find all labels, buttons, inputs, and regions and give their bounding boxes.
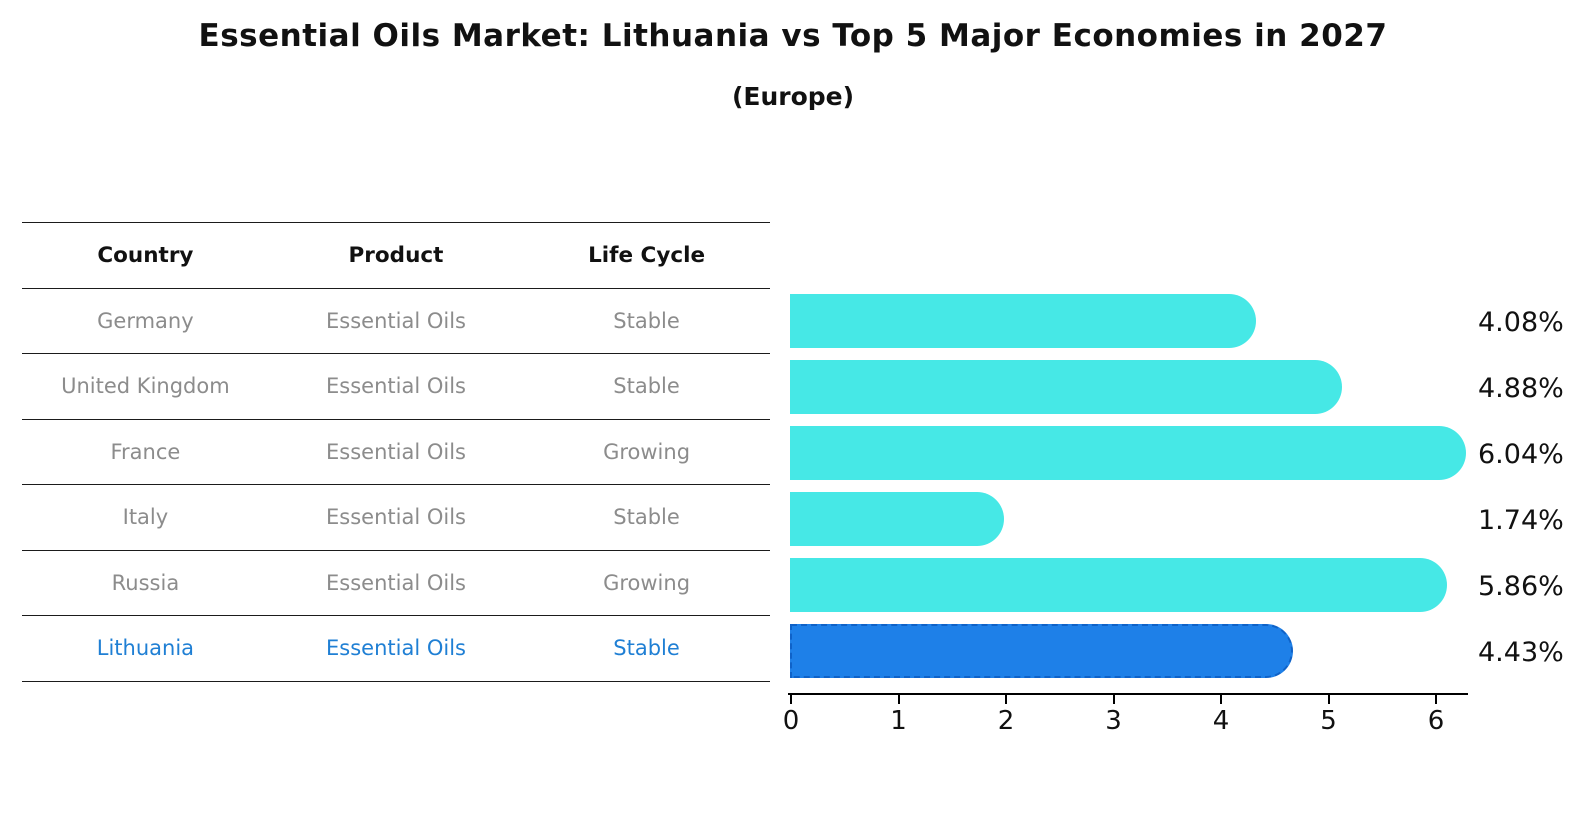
cell-country: France bbox=[110, 439, 181, 464]
value-label-germany: 4.08% bbox=[1478, 307, 1564, 338]
cell-product: Essential Oils bbox=[326, 636, 466, 661]
x-axis-tick-label: 2 bbox=[997, 706, 1015, 736]
cell-product: Essential Oils bbox=[326, 505, 466, 530]
cell-life-cycle: Stable bbox=[613, 636, 680, 661]
cell-country: Germany bbox=[97, 308, 194, 333]
cell-country: Italy bbox=[122, 505, 169, 530]
chart-subtitle: (Europe) bbox=[731, 82, 855, 111]
table-row-germany: Germany Essential Oils Stable bbox=[22, 289, 770, 354]
cell-product: Essential Oils bbox=[326, 308, 466, 333]
cell-life-cycle: Stable bbox=[613, 374, 680, 399]
table-row-france: France Essential Oils Growing bbox=[22, 420, 770, 485]
x-axis-tick-label: 1 bbox=[890, 706, 907, 736]
header-product: Product bbox=[348, 242, 444, 268]
x-axis-tick-label: 4 bbox=[1212, 706, 1230, 736]
cell-life-cycle: Growing bbox=[603, 439, 691, 464]
x-axis-tick bbox=[790, 695, 792, 704]
x-axis-tick bbox=[1327, 695, 1330, 704]
cell-product: Essential Oils bbox=[326, 570, 466, 595]
country-table: Country Product Life Cycle Germany Essen… bbox=[22, 222, 770, 682]
x-axis-tick bbox=[897, 695, 900, 704]
value-label-russia: 5.86% bbox=[1478, 571, 1564, 602]
chart-title: Essential Oils Market: Lithuania vs Top … bbox=[198, 18, 1388, 54]
cell-life-cycle: Growing bbox=[603, 570, 691, 595]
bar-united-kingdom bbox=[790, 360, 1342, 414]
header-country: Country bbox=[97, 242, 194, 268]
cell-life-cycle: Stable bbox=[613, 505, 680, 530]
bar-france bbox=[790, 426, 1467, 480]
table-row-russia: Russia Essential Oils Growing bbox=[22, 551, 770, 616]
table-header-row: Country Product Life Cycle bbox=[22, 222, 770, 289]
x-axis-tick-label: 6 bbox=[1427, 706, 1445, 736]
cell-product: Essential Oils bbox=[326, 374, 466, 399]
x-axis-tick bbox=[1112, 695, 1115, 704]
cell-product: Essential Oils bbox=[326, 439, 466, 464]
cell-country: Lithuania bbox=[96, 636, 195, 661]
bar-italy bbox=[790, 492, 1005, 546]
bar-russia bbox=[790, 558, 1447, 612]
table-row-united-kingdom: United Kingdom Essential Oils Stable bbox=[22, 354, 770, 420]
value-label-italy: 1.74% bbox=[1478, 505, 1564, 536]
bar-lithuania bbox=[790, 624, 1294, 678]
value-label-france: 6.04% bbox=[1478, 439, 1564, 470]
x-axis-tick bbox=[1220, 695, 1222, 704]
x-axis-tick-label: 0 bbox=[782, 706, 800, 736]
x-axis-tick bbox=[1005, 695, 1007, 704]
table-row-lithuania: Lithuania Essential Oils Stable bbox=[22, 616, 770, 682]
cell-country: Russia bbox=[111, 570, 180, 595]
x-axis-tick-label: 3 bbox=[1105, 706, 1122, 736]
value-label-lithuania: 4.43% bbox=[1478, 637, 1564, 668]
cell-life-cycle: Stable bbox=[613, 308, 680, 333]
header-life-cycle: Life Cycle bbox=[588, 242, 706, 268]
x-axis-tick bbox=[1435, 695, 1437, 704]
x-axis-tick-label: 5 bbox=[1320, 706, 1337, 736]
x-axis-line bbox=[788, 693, 1468, 695]
value-label-united-kingdom: 4.88% bbox=[1478, 373, 1564, 404]
table-row-italy: Italy Essential Oils Stable bbox=[22, 485, 770, 551]
bar-germany bbox=[790, 294, 1256, 348]
cell-country: United Kingdom bbox=[61, 374, 230, 399]
